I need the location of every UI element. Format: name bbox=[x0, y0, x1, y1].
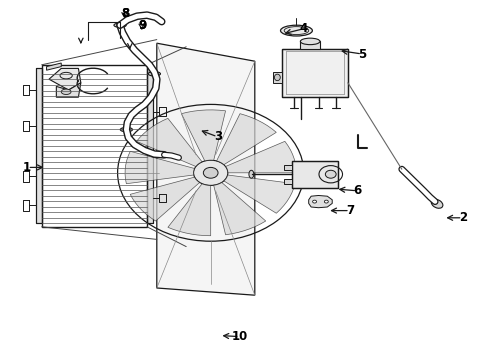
Text: 1: 1 bbox=[23, 161, 31, 174]
Ellipse shape bbox=[274, 74, 280, 81]
Ellipse shape bbox=[300, 38, 320, 45]
Text: 4: 4 bbox=[300, 22, 308, 35]
Text: 2: 2 bbox=[459, 211, 467, 224]
Polygon shape bbox=[292, 161, 338, 188]
Bar bbox=[42, 65, 147, 227]
Ellipse shape bbox=[431, 199, 443, 208]
Polygon shape bbox=[225, 141, 296, 173]
Text: 3: 3 bbox=[214, 130, 222, 143]
Ellipse shape bbox=[313, 200, 317, 203]
Bar bbox=[282, 49, 348, 97]
Text: 9: 9 bbox=[138, 19, 146, 32]
Polygon shape bbox=[217, 114, 276, 165]
Text: 8: 8 bbox=[121, 7, 129, 20]
Ellipse shape bbox=[249, 170, 254, 178]
Ellipse shape bbox=[148, 72, 161, 76]
Text: 7: 7 bbox=[346, 204, 354, 217]
Polygon shape bbox=[282, 49, 348, 97]
Ellipse shape bbox=[194, 160, 228, 185]
Text: 8: 8 bbox=[121, 7, 129, 20]
Text: 5: 5 bbox=[359, 48, 367, 60]
Polygon shape bbox=[284, 165, 292, 170]
Ellipse shape bbox=[203, 167, 218, 178]
Bar bbox=[147, 68, 153, 223]
Polygon shape bbox=[181, 110, 225, 161]
Ellipse shape bbox=[121, 127, 132, 132]
Ellipse shape bbox=[325, 170, 336, 178]
Polygon shape bbox=[130, 177, 200, 221]
Bar bbox=[36, 68, 42, 223]
Polygon shape bbox=[36, 68, 42, 223]
Ellipse shape bbox=[61, 89, 71, 95]
Polygon shape bbox=[168, 184, 211, 236]
Text: 9: 9 bbox=[138, 19, 146, 32]
Polygon shape bbox=[47, 63, 61, 70]
Polygon shape bbox=[147, 68, 153, 223]
Polygon shape bbox=[157, 43, 255, 295]
Polygon shape bbox=[309, 195, 332, 208]
Text: 10: 10 bbox=[232, 330, 248, 343]
Ellipse shape bbox=[324, 200, 328, 203]
Polygon shape bbox=[224, 175, 295, 213]
Polygon shape bbox=[284, 179, 292, 184]
Ellipse shape bbox=[158, 153, 171, 157]
Polygon shape bbox=[49, 68, 81, 90]
Polygon shape bbox=[137, 118, 202, 166]
Text: 6: 6 bbox=[354, 184, 362, 197]
Polygon shape bbox=[214, 183, 266, 235]
Ellipse shape bbox=[114, 23, 126, 27]
Polygon shape bbox=[300, 41, 320, 49]
Polygon shape bbox=[56, 83, 81, 97]
Polygon shape bbox=[125, 151, 195, 184]
Ellipse shape bbox=[280, 25, 313, 36]
Bar bbox=[292, 161, 338, 188]
Polygon shape bbox=[273, 72, 282, 83]
